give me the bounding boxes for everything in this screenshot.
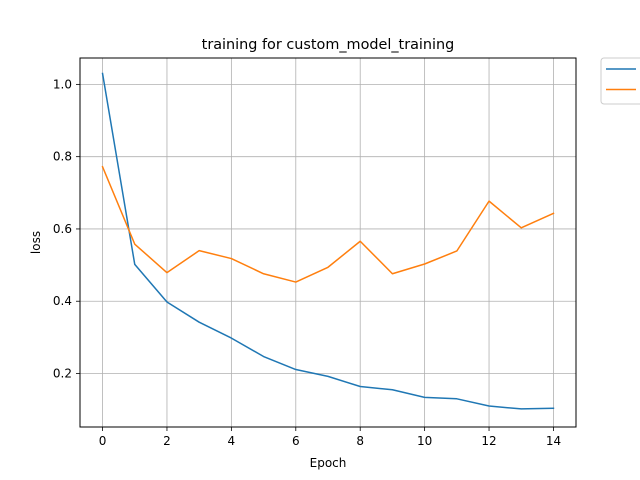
y-tick-label: 0.6 — [53, 222, 72, 236]
legend-box — [600, 57, 640, 105]
axis-ticks: 0 2 4 6 8 10 12 14 0.2 0.4 0.6 0.8 1.0 — [53, 77, 561, 448]
series-1-line — [101, 72, 555, 410]
x-tick-label: 6 — [292, 434, 300, 448]
legend — [600, 57, 640, 105]
x-tick-label: 4 — [228, 434, 236, 448]
x-tick-label: 12 — [481, 434, 496, 448]
grid — [80, 58, 576, 427]
y-tick-label: 0.4 — [53, 294, 72, 308]
series-lines — [101, 72, 555, 410]
y-tick-label: 0.2 — [53, 367, 72, 381]
x-tick-label: 2 — [163, 434, 171, 448]
x-tick-label: 0 — [99, 434, 107, 448]
x-tick-label: 10 — [417, 434, 432, 448]
x-tick-label: 8 — [356, 434, 364, 448]
legend-entries — [606, 68, 636, 91]
plot-area — [80, 58, 576, 427]
series-2-line — [101, 165, 555, 283]
chart-title: training for custom_model_training — [202, 37, 455, 53]
x-tick-label: 14 — [546, 434, 561, 448]
y-tick-label: 1.0 — [53, 77, 72, 91]
y-axis-label: loss — [29, 231, 43, 254]
x-axis-label: Epoch — [310, 456, 347, 470]
plot-frame — [79, 57, 577, 428]
y-tick-label: 0.8 — [53, 150, 72, 164]
